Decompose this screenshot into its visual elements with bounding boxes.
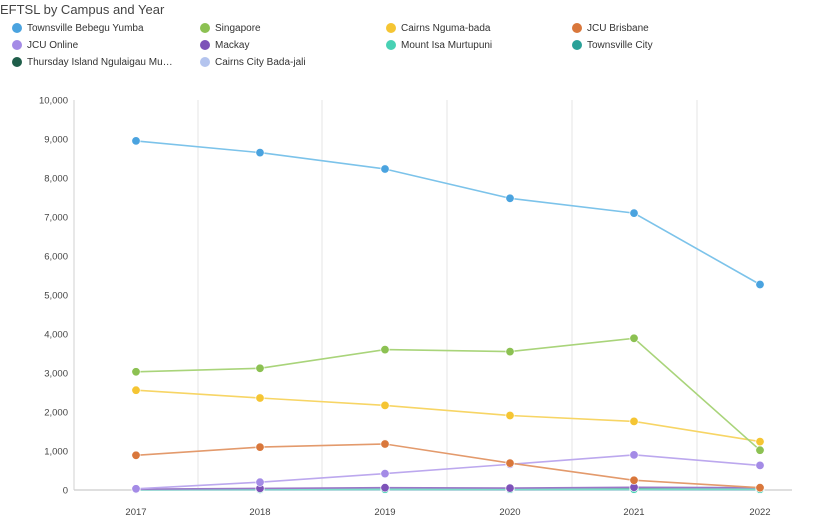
y-tick-label: 0: [63, 486, 68, 497]
y-tick-label: 2,000: [44, 408, 68, 419]
y-tick-label: 8,000: [44, 174, 68, 185]
x-tick-label: 2018: [249, 507, 270, 518]
data-point: [131, 136, 141, 146]
y-tick-label: 9,000: [44, 135, 68, 146]
legend-item[interactable]: JCU Brisbane: [572, 20, 649, 36]
data-point: [505, 458, 515, 468]
x-tick-label: 2022: [749, 507, 770, 518]
data-point: [255, 442, 265, 452]
data-point: [755, 460, 765, 470]
legend-swatch: [12, 57, 22, 67]
data-point: [131, 484, 141, 494]
x-tick-label: 2020: [499, 507, 520, 518]
legend-label: Thursday Island Ngulaigau Mu…: [27, 56, 173, 68]
legend: Townsville Bebegu Yumba Singapore Cairns N…: [0, 20, 819, 80]
series-line: [135, 337, 761, 451]
legend-item[interactable]: Townsville City: [572, 37, 653, 53]
legend-swatch: [200, 40, 210, 50]
data-point: [380, 483, 390, 493]
x-tick-label: 2021: [623, 507, 644, 518]
legend-swatch: [572, 40, 582, 50]
data-point: [255, 363, 265, 373]
legend-swatch: [386, 40, 396, 50]
data-point: [505, 193, 515, 203]
legend-label: Mount Isa Murtupuni: [401, 39, 493, 51]
legend-label: JCU Online: [27, 39, 79, 51]
legend-item[interactable]: Singapore: [200, 20, 261, 36]
legend-label: Cairns Nguma-bada: [401, 22, 491, 34]
series-line: [135, 443, 761, 489]
legend-swatch: [200, 23, 210, 33]
data-point: [380, 164, 390, 174]
y-tick-label: 10,000: [39, 96, 68, 107]
y-tick-label: 1,000: [44, 447, 68, 458]
legend-swatch: [200, 57, 210, 67]
series-line: [135, 454, 761, 490]
data-point: [629, 475, 639, 485]
x-tick-label: 2017: [125, 507, 146, 518]
legend-item[interactable]: Cairns City Bada-jali: [200, 54, 306, 70]
data-point: [505, 347, 515, 357]
data-point: [505, 410, 515, 420]
data-point: [380, 439, 390, 449]
series-line: [135, 486, 761, 490]
data-point: [629, 450, 639, 460]
legend-label: Cairns City Bada-jali: [215, 56, 306, 68]
legend-item[interactable]: Mount Isa Murtupuni: [386, 37, 492, 53]
data-point: [131, 385, 141, 395]
chart-title: EFTSL by Campus and Year: [0, 2, 165, 17]
data-point: [255, 148, 265, 158]
legend-swatch: [12, 23, 22, 33]
data-point: [380, 345, 390, 355]
data-point: [629, 333, 639, 343]
data-point: [629, 416, 639, 426]
legend-swatch: [572, 23, 582, 33]
legend-swatch: [386, 23, 396, 33]
legend-label: JCU Brisbane: [587, 22, 649, 34]
x-tick-label: 2019: [374, 507, 395, 518]
legend-label: Singapore: [215, 22, 261, 34]
data-point: [505, 483, 515, 493]
data-point: [255, 393, 265, 403]
data-point: [380, 469, 390, 479]
data-point: [131, 367, 141, 377]
legend-swatch: [12, 40, 22, 50]
data-point: [380, 400, 390, 410]
data-point: [755, 445, 765, 455]
legend-item[interactable]: Townsville Bebegu Yumba: [12, 20, 144, 36]
series-line: [135, 140, 761, 286]
data-point: [755, 437, 765, 447]
legend-item[interactable]: Cairns Nguma-bada: [386, 20, 491, 36]
y-tick-label: 3,000: [44, 369, 68, 380]
legend-label: Townsville Bebegu Yumba: [27, 22, 144, 34]
data-point: [131, 450, 141, 460]
series-line: [135, 389, 761, 443]
data-point: [255, 477, 265, 487]
legend-label: Townsville City: [587, 39, 653, 51]
legend-item[interactable]: JCU Online: [12, 37, 78, 53]
legend-item[interactable]: Thursday Island Ngulaigau Mu…: [12, 54, 173, 70]
y-tick-label: 5,000: [44, 291, 68, 302]
y-tick-label: 7,000: [44, 213, 68, 224]
legend-item[interactable]: Mackay: [200, 37, 249, 53]
y-tick-label: 4,000: [44, 330, 68, 341]
data-point: [629, 208, 639, 218]
y-tick-label: 6,000: [44, 252, 68, 263]
data-point: [755, 483, 765, 493]
legend-label: Mackay: [215, 39, 250, 51]
data-point: [755, 279, 765, 289]
